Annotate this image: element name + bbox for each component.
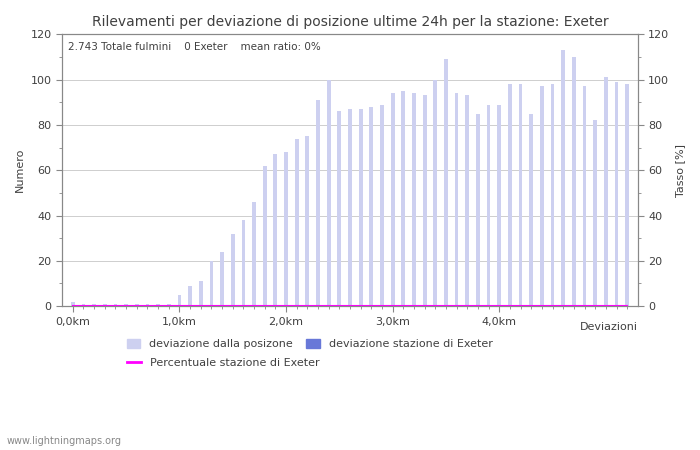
Bar (423, 95, 426, 306)
Bar (455, 93, 458, 306)
Bar (604, 77, 608, 306)
Text: Deviazioni: Deviazioni (580, 322, 638, 333)
Bar (529, 113, 533, 306)
Bar (359, 109, 363, 306)
Bar (498, 104, 501, 306)
Bar (71, 302, 75, 306)
Bar (199, 281, 202, 306)
Bar (135, 304, 139, 306)
Bar (370, 107, 373, 306)
Bar (188, 286, 192, 306)
Bar (476, 113, 480, 306)
Bar (594, 121, 597, 306)
Bar (391, 93, 395, 306)
Bar (348, 109, 352, 306)
Bar (508, 84, 512, 306)
Bar (444, 59, 448, 306)
Bar (82, 304, 85, 306)
Legend: Percentuale stazione di Exeter: Percentuale stazione di Exeter (127, 358, 319, 368)
Bar (615, 82, 618, 306)
Bar (156, 304, 160, 306)
Bar (146, 304, 149, 306)
Bar (103, 304, 106, 306)
Bar (582, 86, 587, 306)
Bar (433, 80, 438, 306)
Bar (231, 234, 234, 306)
Bar (625, 84, 629, 306)
Bar (262, 166, 267, 306)
Bar (295, 139, 299, 306)
Bar (252, 202, 256, 306)
Bar (124, 304, 128, 306)
Bar (178, 295, 181, 306)
Text: 2.743 Totale fulmini    0 Exeter    mean ratio: 0%: 2.743 Totale fulmini 0 Exeter mean ratio… (68, 42, 321, 53)
Bar (167, 304, 171, 306)
Bar (220, 252, 224, 306)
Bar (466, 95, 469, 306)
Bar (401, 91, 405, 306)
Bar (305, 136, 309, 306)
Bar (316, 100, 320, 306)
Bar (551, 84, 554, 306)
Bar (380, 104, 384, 306)
Bar (209, 261, 214, 306)
Bar (486, 104, 491, 306)
Bar (412, 93, 416, 306)
Bar (113, 304, 118, 306)
Bar (337, 111, 341, 306)
Bar (572, 57, 576, 306)
Bar (519, 84, 522, 306)
Bar (274, 154, 277, 306)
Y-axis label: Numero: Numero (15, 148, 25, 193)
Title: Rilevamenti per deviazione di posizione ultime 24h per la stazione: Exeter: Rilevamenti per deviazione di posizione … (92, 15, 608, 29)
Bar (540, 86, 544, 306)
Bar (327, 80, 330, 306)
Text: www.lightningmaps.org: www.lightningmaps.org (7, 436, 122, 446)
Bar (284, 152, 288, 306)
Y-axis label: Tasso [%]: Tasso [%] (675, 144, 685, 197)
Bar (241, 220, 245, 306)
Bar (561, 50, 565, 306)
Bar (92, 304, 96, 306)
